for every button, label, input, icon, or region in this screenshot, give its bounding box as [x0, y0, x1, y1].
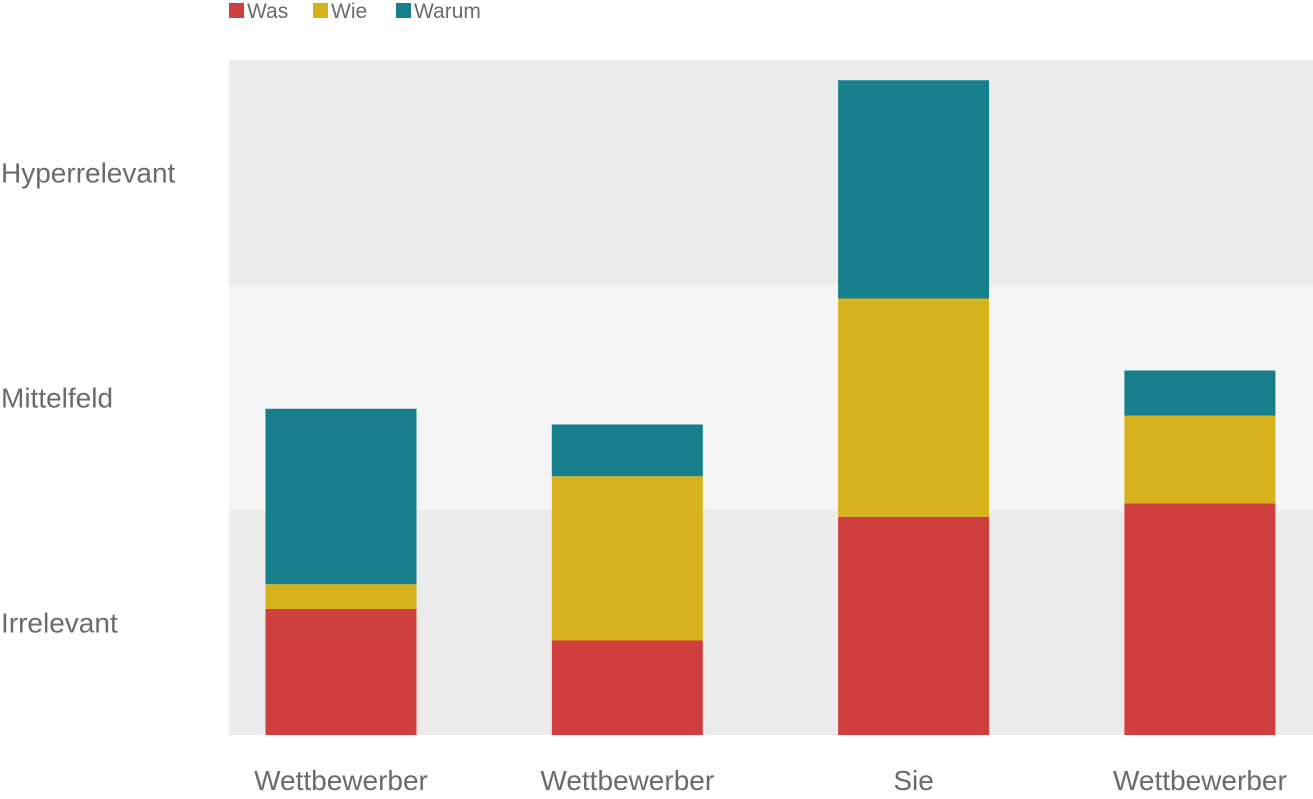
bar-3-warum	[1124, 370, 1276, 416]
band-2	[229, 60, 1313, 285]
bar-1-was	[551, 640, 703, 735]
bar-0-wie	[265, 584, 417, 609]
category-label-3: Wettbewerber	[1113, 765, 1287, 796]
band-label-0: Irrelevant	[1, 608, 118, 639]
bar-stacks	[265, 80, 1276, 735]
legend-label-wie: Wie	[331, 0, 367, 23]
band-labels: Irrelevant Mittelfeld Hyperrelevant	[1, 158, 176, 639]
bar-2-wie	[838, 298, 990, 517]
category-labels: Wettbewerber Wettbewerber Sie Wettbewerber	[254, 765, 1287, 796]
bar-1-warum	[551, 424, 703, 477]
legend-swatch-wie	[313, 3, 328, 18]
legend-swatch-warum	[396, 3, 411, 18]
legend: Was Wie Warum	[229, 0, 481, 23]
bar-2-warum	[838, 80, 990, 299]
category-label-1: Wettbewerber	[540, 765, 714, 796]
bar-3-wie	[1124, 415, 1276, 504]
bar-1-wie	[551, 476, 703, 641]
legend-swatch-was	[229, 3, 244, 18]
bar-0-was	[265, 609, 417, 735]
bar-3-was	[1124, 503, 1276, 735]
bar-0-warum	[265, 408, 417, 585]
bar-2-was	[838, 516, 990, 735]
category-label-0: Wettbewerber	[254, 765, 428, 796]
category-label-2: Sie	[893, 765, 933, 796]
legend-label-was: Was	[247, 0, 288, 23]
legend-label-warum: Warum	[414, 0, 481, 23]
band-label-1: Mittelfeld	[1, 383, 113, 414]
band-label-2: Hyperrelevant	[1, 158, 176, 189]
